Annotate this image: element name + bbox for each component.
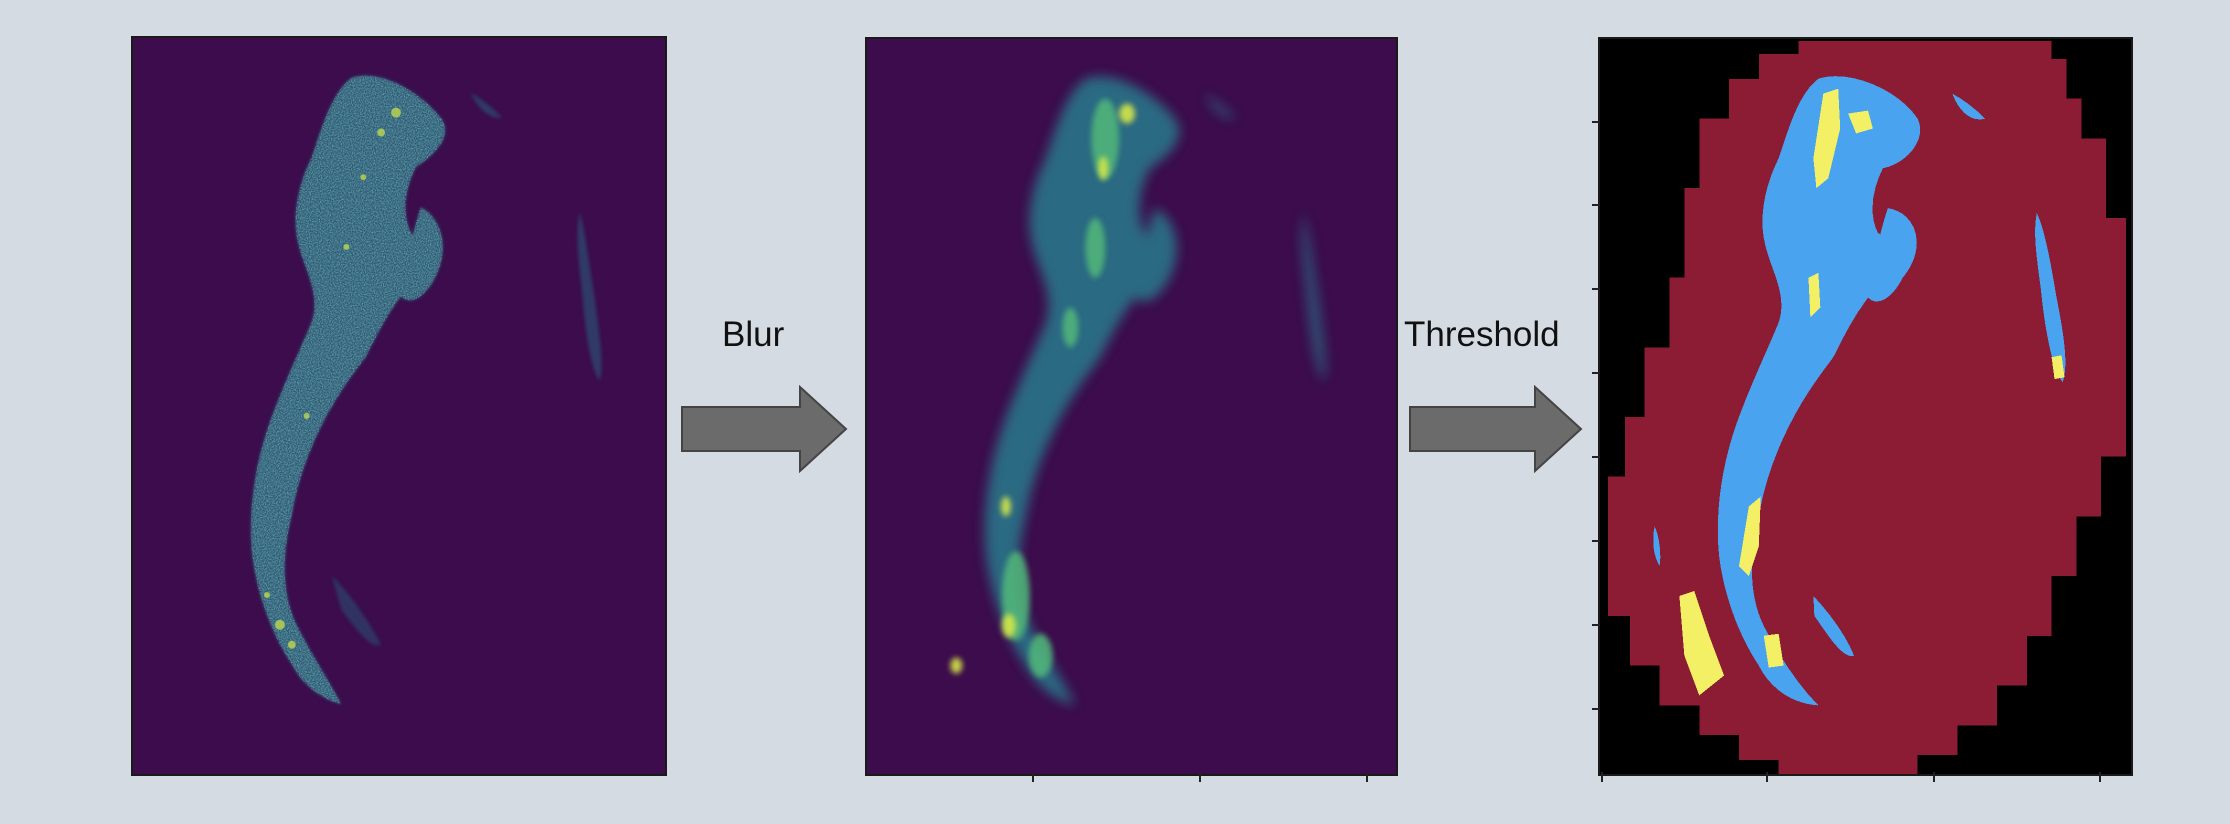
raw-image-graphic (250, 75, 602, 705)
raw-image-panel (131, 36, 667, 776)
right-arrow-icon (1409, 385, 1583, 473)
right-arrow-icon (681, 385, 848, 473)
threshold-mask-panel (1598, 37, 2133, 776)
threshold-step-label: Threshold (1404, 315, 1560, 354)
blur-step-label: Blur (722, 315, 785, 354)
blurred-image-panel (865, 37, 1398, 776)
blurred-image-graphic (950, 76, 1326, 706)
threshold-mask-graphic (1607, 40, 2127, 774)
